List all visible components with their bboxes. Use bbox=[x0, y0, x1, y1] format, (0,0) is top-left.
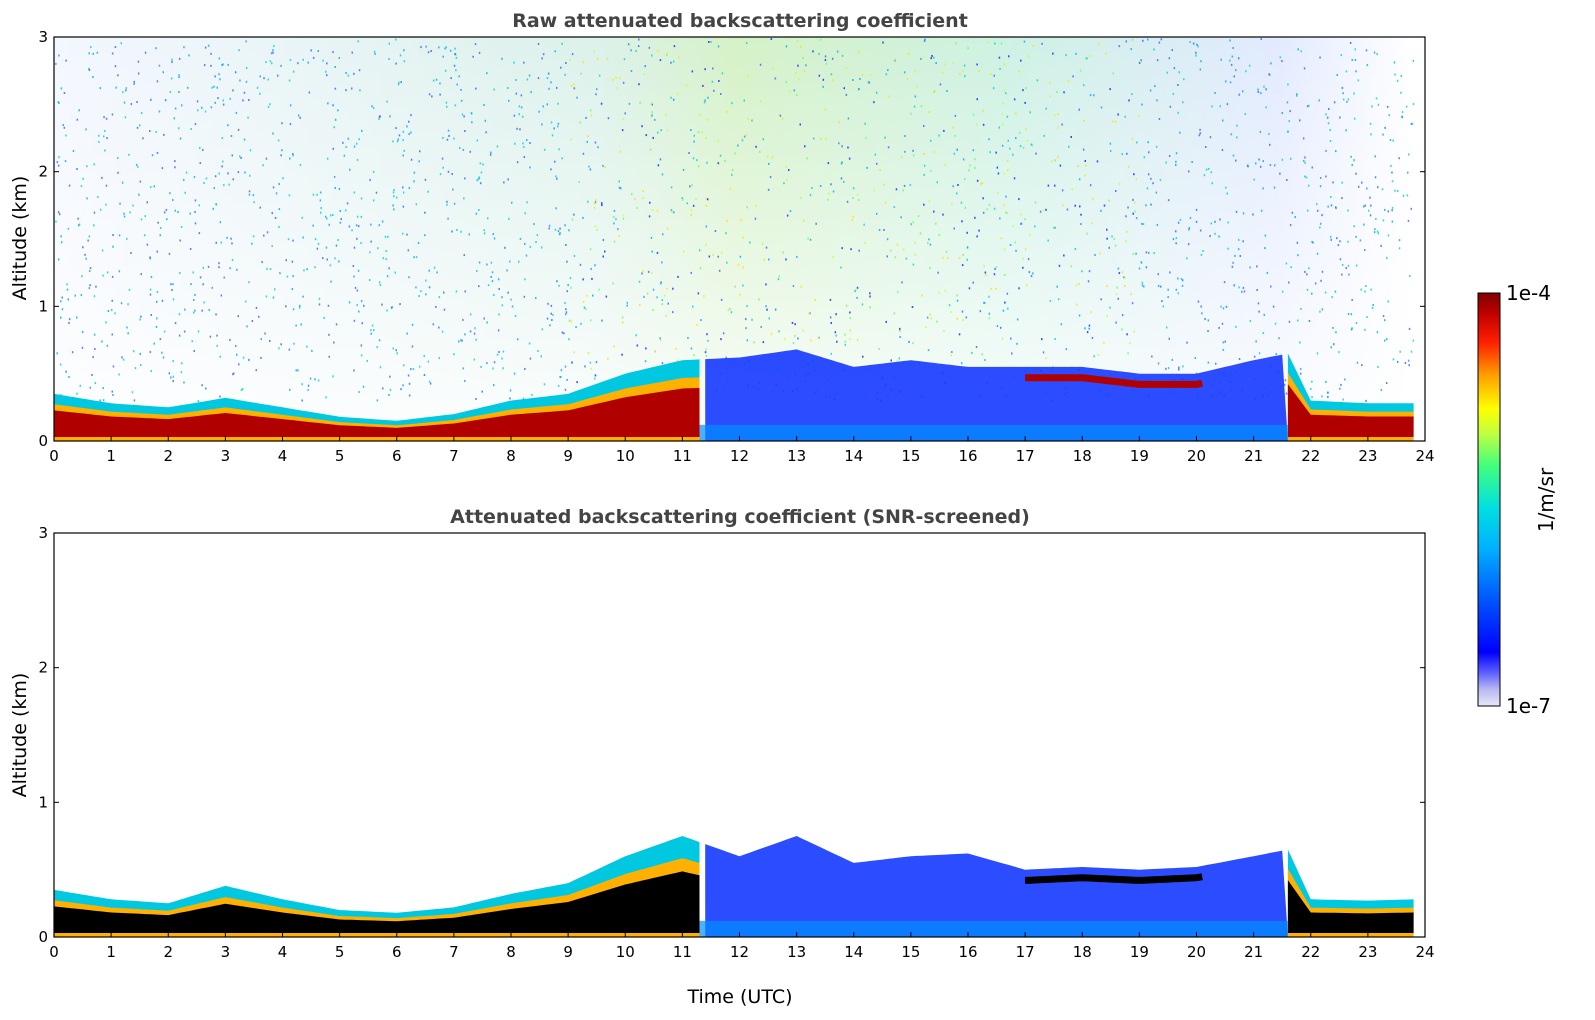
evening-layer-screened bbox=[1287, 849, 1414, 937]
x-tick-label: 14 bbox=[844, 943, 863, 961]
raw-backscatter-panel: Raw attenuated backscattering coefficien… bbox=[9, 10, 1435, 465]
x-tick-label: 23 bbox=[1358, 943, 1377, 961]
x-tick-label: 23 bbox=[1358, 447, 1377, 465]
x-tick-label: 19 bbox=[1130, 447, 1149, 465]
raw-heatmap-area bbox=[54, 37, 1415, 441]
y-tick-label: 3 bbox=[38, 524, 48, 542]
residual-layer-band bbox=[1024, 873, 1203, 884]
mixed-layer bbox=[705, 836, 1288, 937]
snr-panel-title: Attenuated backscattering coefficient (S… bbox=[450, 506, 1030, 528]
y-tick-label: 0 bbox=[38, 432, 48, 450]
colorbar: 1e-4 1e-7 1/m/sr bbox=[1477, 281, 1558, 718]
y-tick-label: 3 bbox=[38, 28, 48, 46]
snr-screened-panel: Attenuated backscattering coefficient (S… bbox=[9, 506, 1435, 1008]
x-tick-label: 12 bbox=[730, 943, 749, 961]
x-tick-label: 9 bbox=[563, 943, 573, 961]
x-tick-label: 6 bbox=[392, 943, 402, 961]
snr-y-axis-label: Altitude (km) bbox=[9, 673, 31, 798]
x-tick-label: 2 bbox=[163, 447, 173, 465]
y-tick-label: 2 bbox=[38, 659, 48, 677]
x-tick-label: 13 bbox=[787, 943, 806, 961]
colorbar-max-label: 1e-4 bbox=[1506, 281, 1551, 305]
raw-y-axis-label: Altitude (km) bbox=[9, 176, 31, 301]
x-tick-label: 24 bbox=[1415, 447, 1434, 465]
raw-panel-title: Raw attenuated backscattering coefficien… bbox=[512, 10, 968, 32]
x-tick-label: 14 bbox=[844, 447, 863, 465]
x-tick-label: 21 bbox=[1244, 447, 1263, 465]
x-tick-label: 11 bbox=[673, 447, 692, 465]
colorbar-min-label: 1e-7 bbox=[1506, 694, 1551, 718]
x-tick-label: 17 bbox=[1016, 943, 1035, 961]
x-tick-label: 7 bbox=[449, 943, 459, 961]
x-tick-label: 4 bbox=[278, 943, 288, 961]
x-tick-label: 10 bbox=[616, 447, 635, 465]
x-tick-label: 19 bbox=[1130, 943, 1149, 961]
x-tick-label: 16 bbox=[958, 943, 977, 961]
snr-heatmap-area bbox=[54, 836, 1414, 937]
x-tick-label: 7 bbox=[449, 447, 459, 465]
x-tick-label: 0 bbox=[49, 943, 59, 961]
colorbar-gradient bbox=[1477, 292, 1501, 707]
x-tick-label: 12 bbox=[730, 447, 749, 465]
y-tick-label: 0 bbox=[38, 928, 48, 946]
evening-layer bbox=[1287, 353, 1414, 441]
x-tick-label: 5 bbox=[335, 943, 345, 961]
raw-axes: 0 1 2 3 4 5 6 7 8 9 10 11 12 13 14 15 16 17 18 19 20 21 22 23 24… bbox=[38, 28, 1434, 465]
x-tick-label: 1 bbox=[106, 447, 116, 465]
x-tick-label: 8 bbox=[506, 447, 516, 465]
night-layer bbox=[54, 359, 700, 441]
x-tick-label: 17 bbox=[1016, 447, 1035, 465]
x-tick-label: 20 bbox=[1187, 447, 1206, 465]
y-tick-label: 1 bbox=[38, 793, 48, 811]
x-axis-label: Time (UTC) bbox=[686, 986, 792, 1008]
surface-layer bbox=[699, 920, 1288, 937]
y-tick-label: 2 bbox=[38, 163, 48, 181]
x-tick-label: 22 bbox=[1301, 943, 1320, 961]
x-tick-label: 15 bbox=[901, 447, 920, 465]
x-tick-label: 10 bbox=[616, 943, 635, 961]
surface-layer bbox=[699, 424, 1288, 441]
x-tick-label: 0 bbox=[49, 447, 59, 465]
x-tick-label: 6 bbox=[392, 447, 402, 465]
x-tick-label: 21 bbox=[1244, 943, 1263, 961]
x-tick-label: 3 bbox=[221, 943, 231, 961]
x-tick-label: 1 bbox=[106, 943, 116, 961]
x-tick-label: 5 bbox=[335, 447, 345, 465]
x-tick-label: 20 bbox=[1187, 943, 1206, 961]
x-tick-label: 3 bbox=[221, 447, 231, 465]
x-tick-label: 9 bbox=[563, 447, 573, 465]
y-tick-label: 1 bbox=[38, 297, 48, 315]
residual-layer-band bbox=[1025, 374, 1203, 388]
x-tick-label: 13 bbox=[787, 447, 806, 465]
x-tick-label: 4 bbox=[278, 447, 288, 465]
x-tick-label: 8 bbox=[506, 943, 516, 961]
x-tick-label: 2 bbox=[163, 943, 173, 961]
x-tick-label: 18 bbox=[1073, 943, 1092, 961]
x-tick-label: 18 bbox=[1073, 447, 1092, 465]
colorbar-unit-label: 1/m/sr bbox=[1534, 467, 1558, 532]
x-tick-label: 11 bbox=[673, 943, 692, 961]
x-tick-label: 22 bbox=[1301, 447, 1320, 465]
night-layer-screened bbox=[54, 836, 700, 937]
x-tick-label: 16 bbox=[958, 447, 977, 465]
x-tick-label: 15 bbox=[901, 943, 920, 961]
snr-axes: 0 1 2 3 4 5 6 7 8 9 10 11 12 13 14 15 16 17 18 19 20 21 22 23 24… bbox=[38, 524, 1434, 961]
mixed-layer bbox=[705, 349, 1288, 441]
x-tick-label: 24 bbox=[1415, 943, 1434, 961]
